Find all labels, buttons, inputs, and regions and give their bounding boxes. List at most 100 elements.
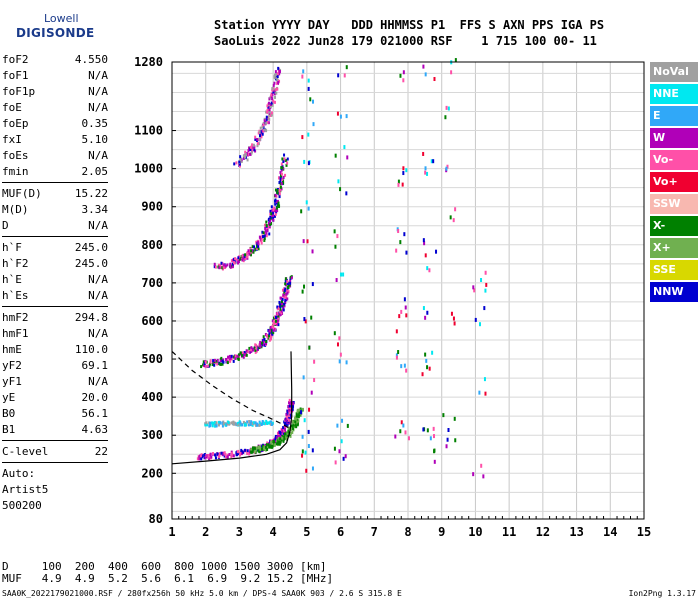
scatter-echo-mark <box>339 352 342 357</box>
multi-hop-3-mark <box>280 174 283 178</box>
multi-hop-4-mark <box>256 142 259 146</box>
multi-hop-4-mark <box>246 152 249 156</box>
multi-hop-2-mark <box>270 330 273 334</box>
trace-x-mark <box>250 447 253 451</box>
scatter-echo-mark <box>307 78 310 83</box>
multi-hop-3-mark <box>279 182 282 186</box>
scatter-echo-mark <box>304 319 307 324</box>
multi-hop-3-mark <box>272 218 275 222</box>
trace-o-mark <box>281 431 284 435</box>
multi-hop-3-mark <box>268 232 271 236</box>
param-row: D N/A <box>2 218 108 234</box>
es-band-mark <box>246 420 249 424</box>
multi-hop-3-mark <box>268 220 271 224</box>
trace-o-mark <box>239 450 242 454</box>
y-tick-label: 1280 <box>134 55 163 69</box>
multi-hop-2-mark <box>261 341 264 345</box>
status-version: Ion2Png 1.3.17 <box>628 589 696 598</box>
scatter-echo-mark <box>310 315 313 320</box>
trace-o-mark <box>282 426 285 430</box>
es-band-mark <box>221 421 224 425</box>
legend-item: NNE <box>650 84 698 104</box>
multi-hop-2-mark <box>203 362 206 366</box>
legend-item: Vo+ <box>650 172 698 192</box>
trace-x-mark <box>287 430 290 434</box>
scatter-echo-mark <box>483 377 486 382</box>
multi-hop-2-mark <box>212 360 215 364</box>
multi-hop-3-mark <box>233 257 236 261</box>
scatter-echo-mark <box>313 359 316 364</box>
scatter-echo-mark <box>301 434 304 439</box>
es-band-mark <box>237 421 240 425</box>
multi-hop-3-mark <box>237 261 240 265</box>
multi-hop-4-mark <box>250 150 253 154</box>
multi-hop-4-mark <box>266 120 269 124</box>
trace-x-mark <box>298 408 301 412</box>
scatter-echo-mark <box>430 159 433 164</box>
multi-hop-2-mark <box>228 354 231 358</box>
trace-o-mark <box>289 412 292 416</box>
multi-hop-3-mark <box>218 266 221 270</box>
es-band-mark <box>206 423 209 427</box>
multi-hop-3-mark <box>265 231 268 235</box>
multi-hop-2-mark <box>213 363 216 367</box>
multi-hop-4-mark <box>269 105 272 109</box>
multi-hop-4-mark <box>276 81 279 85</box>
plot-frame <box>171 61 645 520</box>
trace-o-mark <box>277 435 280 439</box>
scatter-echo-mark <box>333 331 336 336</box>
trace-x-mark <box>295 420 298 424</box>
scatter-echo-mark <box>307 429 310 434</box>
scatter-echo-mark <box>340 272 343 277</box>
trace-x-mark <box>252 446 255 450</box>
trace-x-mark <box>282 437 285 441</box>
param-value: N/A <box>88 101 108 114</box>
multi-hop-2-mark <box>204 365 207 369</box>
param-row: h`F 245.0 <box>2 240 108 256</box>
multi-hop-2-mark <box>276 305 279 309</box>
es-band-mark <box>270 422 273 426</box>
multi-hop-2-mark <box>280 311 283 315</box>
scatter-echo-mark <box>311 466 314 471</box>
scatter-echo-mark <box>425 358 428 363</box>
param-label: foF2 <box>2 53 29 66</box>
multi-hop-3-mark <box>241 254 244 258</box>
trace-o-mark <box>240 448 243 452</box>
es-band-mark <box>242 420 245 424</box>
param-row: fxI 5.10 <box>2 132 108 148</box>
multi-hop-4-mark <box>252 146 255 150</box>
es-band-mark <box>209 421 212 425</box>
multi-hop-2-mark <box>204 360 207 364</box>
es-band-mark <box>227 420 230 424</box>
multi-hop-4-mark <box>233 162 236 166</box>
multi-hop-2-mark <box>277 314 280 318</box>
multi-hop-3-mark <box>279 179 282 183</box>
scatter-echo-mark <box>432 159 435 164</box>
es-band-mark <box>263 421 266 425</box>
es-band-mark <box>221 424 224 428</box>
multi-hop-4-mark <box>260 130 263 134</box>
trace-x-mark <box>255 446 258 450</box>
trace-o-mark <box>286 410 289 414</box>
param-label: hmF1 <box>2 327 29 340</box>
multi-hop-3-mark <box>263 238 266 242</box>
multi-hop-3-mark <box>267 224 270 228</box>
trace-o-mark <box>288 414 291 418</box>
multi-hop-3-mark <box>213 265 216 269</box>
multi-hop-4-mark <box>265 121 268 125</box>
multi-hop-4-mark <box>265 129 268 133</box>
multi-hop-3-mark <box>270 212 273 216</box>
scatter-echo-mark <box>302 239 305 244</box>
trace-o-mark <box>224 455 227 459</box>
trace-o-mark <box>283 427 286 431</box>
scatter-echo-mark <box>446 164 449 169</box>
scatter-echo-mark <box>334 460 337 465</box>
trace-x-mark <box>283 432 286 436</box>
multi-hop-3-mark <box>267 218 270 222</box>
multi-hop-2-mark <box>234 357 237 361</box>
multi-hop-2-mark <box>266 335 269 339</box>
multi-hop-3-mark <box>282 175 285 179</box>
multi-hop-3-mark <box>237 256 240 260</box>
multi-hop-4-mark <box>277 81 280 85</box>
multi-hop-4-mark <box>266 104 269 108</box>
